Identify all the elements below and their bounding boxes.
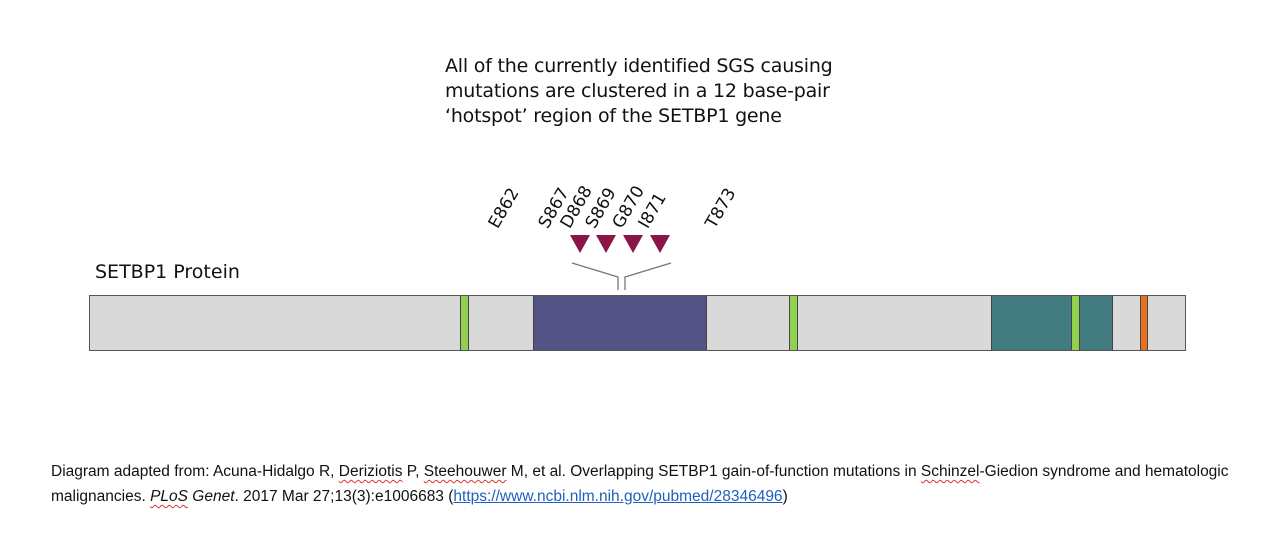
mutation-label: E862 [484, 184, 524, 232]
teal-domain-segment [990, 296, 1113, 350]
headline-line-3: ‘hotspot’ region of the SETBP1 gene [445, 105, 782, 127]
headline-line-2: mutations are clustered in a 12 base-pai… [445, 80, 830, 102]
green-domain-2-segment [788, 296, 798, 350]
green-domain-3-segment [1070, 296, 1080, 350]
citation-text: M, et al. Overlapping SETBP1 gain-of-fun… [506, 463, 921, 480]
citation-text: Diagram adapted from: Acuna-Hidalgo R, [51, 463, 339, 480]
citation-text: ) [782, 488, 788, 505]
mutation-label: T873 [701, 184, 741, 232]
citation-text: P, [402, 463, 424, 480]
mutation-triangle-icon [570, 235, 590, 253]
pubmed-link[interactable]: https://www.ncbi.nlm.nih.gov/pubmed/2834… [453, 488, 783, 505]
green-domain-1-segment [459, 296, 469, 350]
citation-author: Steehouwer [423, 463, 507, 480]
protein-bar [89, 295, 1186, 351]
headline-line-1: All of the currently identified SGS caus… [445, 55, 833, 77]
hotspot-connector [571, 262, 672, 290]
mutation-triangle-icon [623, 235, 643, 253]
protein-label: SETBP1 Protein [95, 261, 240, 283]
orange-domain-segment [1139, 296, 1148, 350]
citation-text: . 2017 Mar 27;13(3):e1006683 ( [234, 488, 454, 505]
citation-term: Schinzel [920, 463, 980, 480]
citation-author: Deriziotis [338, 463, 403, 480]
citation: Diagram adapted from: Acuna-Hidalgo R, D… [51, 459, 1251, 509]
headline: All of the currently identified SGS caus… [445, 54, 865, 129]
mutation-triangle-icon [650, 235, 670, 253]
citation-journal: PLoS [150, 488, 188, 505]
citation-journal: Genet [188, 488, 235, 505]
citation-text: -Giedion syndrome and hematologic malign… [51, 463, 1229, 505]
hotspot-domain-segment [532, 296, 707, 350]
mutation-triangle-icon [596, 235, 616, 253]
